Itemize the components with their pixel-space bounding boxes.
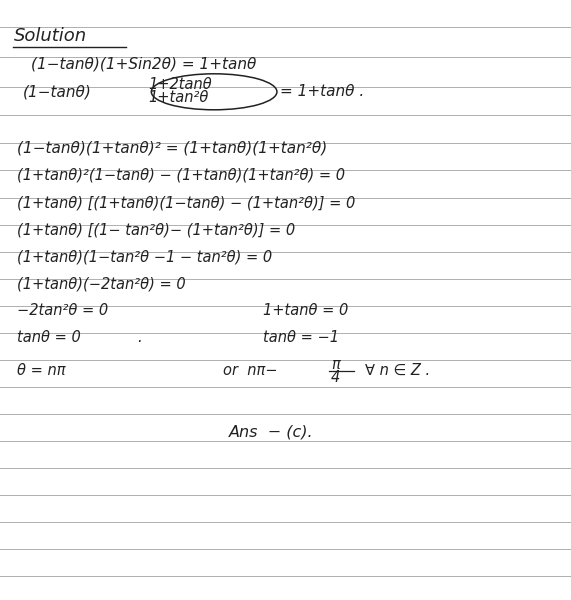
Text: tanθ = 0: tanθ = 0 <box>17 330 81 344</box>
Text: Ans  − (c).: Ans − (c). <box>228 424 313 439</box>
Text: ∀ n ∈ Z .: ∀ n ∈ Z . <box>365 363 431 378</box>
Text: 4: 4 <box>331 370 340 385</box>
Text: (1−tanθ)(1+tanθ)² = (1+tanθ)(1+tan²θ): (1−tanθ)(1+tanθ)² = (1+tanθ)(1+tan²θ) <box>17 140 327 155</box>
Text: or  nπ−: or nπ− <box>223 363 277 378</box>
Text: 1+tanθ = 0: 1+tanθ = 0 <box>263 304 348 318</box>
Text: .: . <box>137 330 142 344</box>
Text: (1−tanθ): (1−tanθ) <box>23 84 92 99</box>
Text: (1+tanθ) [(1− tan²θ)− (1+tan²θ)] = 0: (1+tanθ) [(1− tan²θ)− (1+tan²θ)] = 0 <box>17 222 295 237</box>
Text: = 1+tanθ .: = 1+tanθ . <box>280 84 364 99</box>
Text: Solution: Solution <box>14 27 87 45</box>
Text: (1−tanθ)(1+Sin2θ) = 1+tanθ: (1−tanθ)(1+Sin2θ) = 1+tanθ <box>31 57 257 72</box>
Text: tanθ = −1: tanθ = −1 <box>263 330 339 344</box>
Text: θ = nπ: θ = nπ <box>17 363 66 378</box>
Text: (1+tanθ)²(1−tanθ) − (1+tanθ)(1+tan²θ) = 0: (1+tanθ)²(1−tanθ) − (1+tanθ)(1+tan²θ) = … <box>17 168 345 182</box>
Text: (1+tanθ)(−2tan²θ) = 0: (1+tanθ)(−2tan²θ) = 0 <box>17 276 186 291</box>
Text: (1+tanθ)(1−tan²θ −1 − tan²θ) = 0: (1+tanθ)(1−tan²θ −1 − tan²θ) = 0 <box>17 249 272 264</box>
Text: (1+tanθ) [(1+tanθ)(1−tanθ) − (1+tan²θ)] = 0: (1+tanθ) [(1+tanθ)(1−tanθ) − (1+tan²θ)] … <box>17 196 355 211</box>
Text: 1+tan²θ: 1+tan²θ <box>148 90 209 106</box>
Text: −2tan²θ = 0: −2tan²θ = 0 <box>17 304 108 318</box>
Text: π: π <box>331 357 340 372</box>
Text: 1+2tanθ: 1+2tanθ <box>148 77 212 92</box>
